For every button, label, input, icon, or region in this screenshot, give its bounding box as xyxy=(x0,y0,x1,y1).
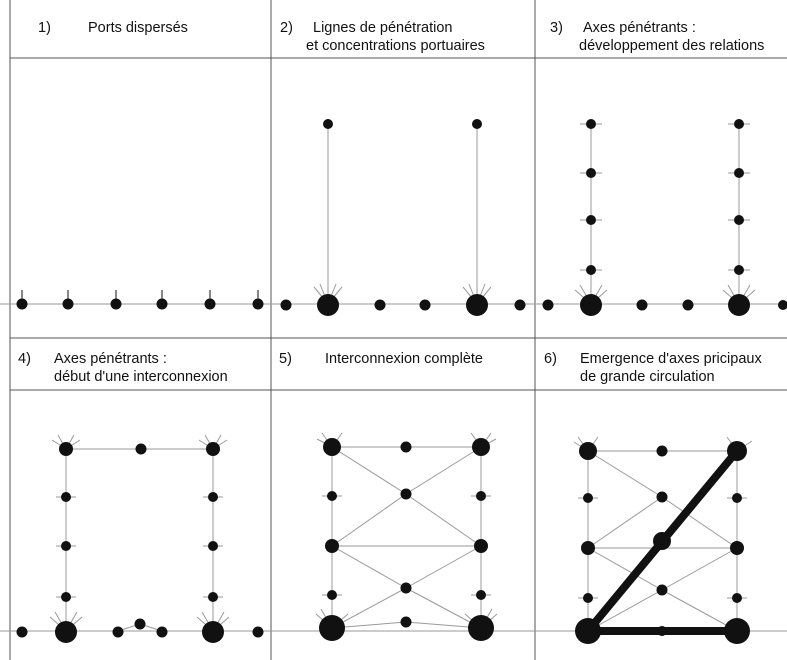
panel-4-title-line2: début d'une interconnexion xyxy=(54,369,228,385)
port-node xyxy=(16,626,28,638)
panel-6-number: 6) xyxy=(544,351,557,367)
port-node xyxy=(204,298,216,310)
port-node xyxy=(514,299,526,311)
panel-1-number: 1) xyxy=(38,20,51,36)
panel-3-title-line1: Axes pénétrants : xyxy=(583,20,696,36)
port-node xyxy=(374,299,386,311)
inland-node xyxy=(586,168,596,178)
port-node xyxy=(280,299,292,311)
port-node xyxy=(252,626,264,638)
major-port-node xyxy=(466,294,488,316)
inland-node xyxy=(656,584,668,596)
inland-node xyxy=(135,443,147,455)
port-node xyxy=(419,299,431,311)
panel-5-network xyxy=(315,432,498,641)
panel-4-network xyxy=(16,434,264,643)
port-node xyxy=(636,299,648,311)
inland-node xyxy=(730,541,744,555)
inland-node xyxy=(734,168,744,178)
inland-node xyxy=(586,215,596,225)
inland-node xyxy=(323,438,341,456)
port-node xyxy=(682,299,694,311)
inland-node xyxy=(400,441,412,453)
inland-node xyxy=(327,590,337,600)
panel-1-title: Ports dispersés xyxy=(88,20,188,36)
inland-node xyxy=(327,491,337,501)
major-port-node xyxy=(728,294,750,316)
inland-node xyxy=(734,265,744,275)
panel-titles: 1) Ports dispersés 2) Lignes de pénétrat… xyxy=(18,20,764,385)
inland-node xyxy=(400,582,412,594)
inland-node xyxy=(656,491,668,503)
panel-3-network xyxy=(542,119,787,316)
port-node xyxy=(62,298,74,310)
inland-node xyxy=(581,541,595,555)
inland-node xyxy=(586,119,596,129)
inland-node xyxy=(583,493,593,503)
major-port-node xyxy=(580,294,602,316)
panel-3-number: 3) xyxy=(550,20,563,36)
panel-5-title: Interconnexion complète xyxy=(325,351,483,367)
inland-node xyxy=(476,590,486,600)
inland-node xyxy=(583,593,593,603)
panel-4-number: 4) xyxy=(18,351,31,367)
inland-node xyxy=(208,492,218,502)
major-inland-node xyxy=(653,532,671,550)
major-port-node xyxy=(55,621,77,643)
inland-node xyxy=(208,592,218,602)
inland-node xyxy=(208,541,218,551)
inland-node xyxy=(586,265,596,275)
inland-node xyxy=(472,119,482,129)
inland-node xyxy=(734,215,744,225)
panel-6-title-line2: de grande circulation xyxy=(580,369,715,385)
inland-node xyxy=(476,491,486,501)
panel-3-title-line2: développement des relations xyxy=(579,38,764,54)
panel-1-network xyxy=(16,290,264,310)
panel-6-network xyxy=(573,436,753,644)
inland-node xyxy=(732,493,742,503)
inland-node xyxy=(61,492,71,502)
port-node xyxy=(110,298,122,310)
inland-node xyxy=(656,445,668,457)
inland-node xyxy=(323,119,333,129)
major-port-node xyxy=(319,615,345,641)
inland-node xyxy=(400,488,412,500)
inland-node xyxy=(59,442,73,456)
panel-4-title-line1: Axes pénétrants : xyxy=(54,351,167,367)
port-node xyxy=(16,298,28,310)
panel-2-title-line1: Lignes de pénétration xyxy=(313,20,452,36)
port-node xyxy=(657,626,667,636)
major-port-node xyxy=(202,621,224,643)
panel-2-network xyxy=(280,119,526,316)
inland-node xyxy=(206,442,220,456)
inland-node xyxy=(734,119,744,129)
panel-5-number: 5) xyxy=(279,351,292,367)
port-node xyxy=(400,616,412,628)
inland-node xyxy=(325,539,339,553)
major-port-node xyxy=(575,618,601,644)
inland-node xyxy=(61,541,71,551)
port-node xyxy=(542,299,554,311)
panel-grid xyxy=(9,0,787,660)
major-port-node xyxy=(317,294,339,316)
inland-node xyxy=(472,438,490,456)
inland-node xyxy=(732,593,742,603)
port-node xyxy=(252,298,264,310)
port-node xyxy=(778,300,787,310)
port-node xyxy=(156,298,168,310)
major-port-node xyxy=(724,618,750,644)
port-node xyxy=(134,618,146,630)
port-node xyxy=(112,626,124,638)
major-port-node xyxy=(468,615,494,641)
panel-2-number: 2) xyxy=(280,20,293,36)
port-node xyxy=(156,626,168,638)
major-inland-node xyxy=(727,441,747,461)
inland-node xyxy=(474,539,488,553)
inland-node xyxy=(579,442,597,460)
inland-node xyxy=(61,592,71,602)
panel-6-title-line1: Emergence d'axes pricipaux xyxy=(580,351,762,367)
panel-2-title-line2: et concentrations portuaires xyxy=(306,38,485,54)
